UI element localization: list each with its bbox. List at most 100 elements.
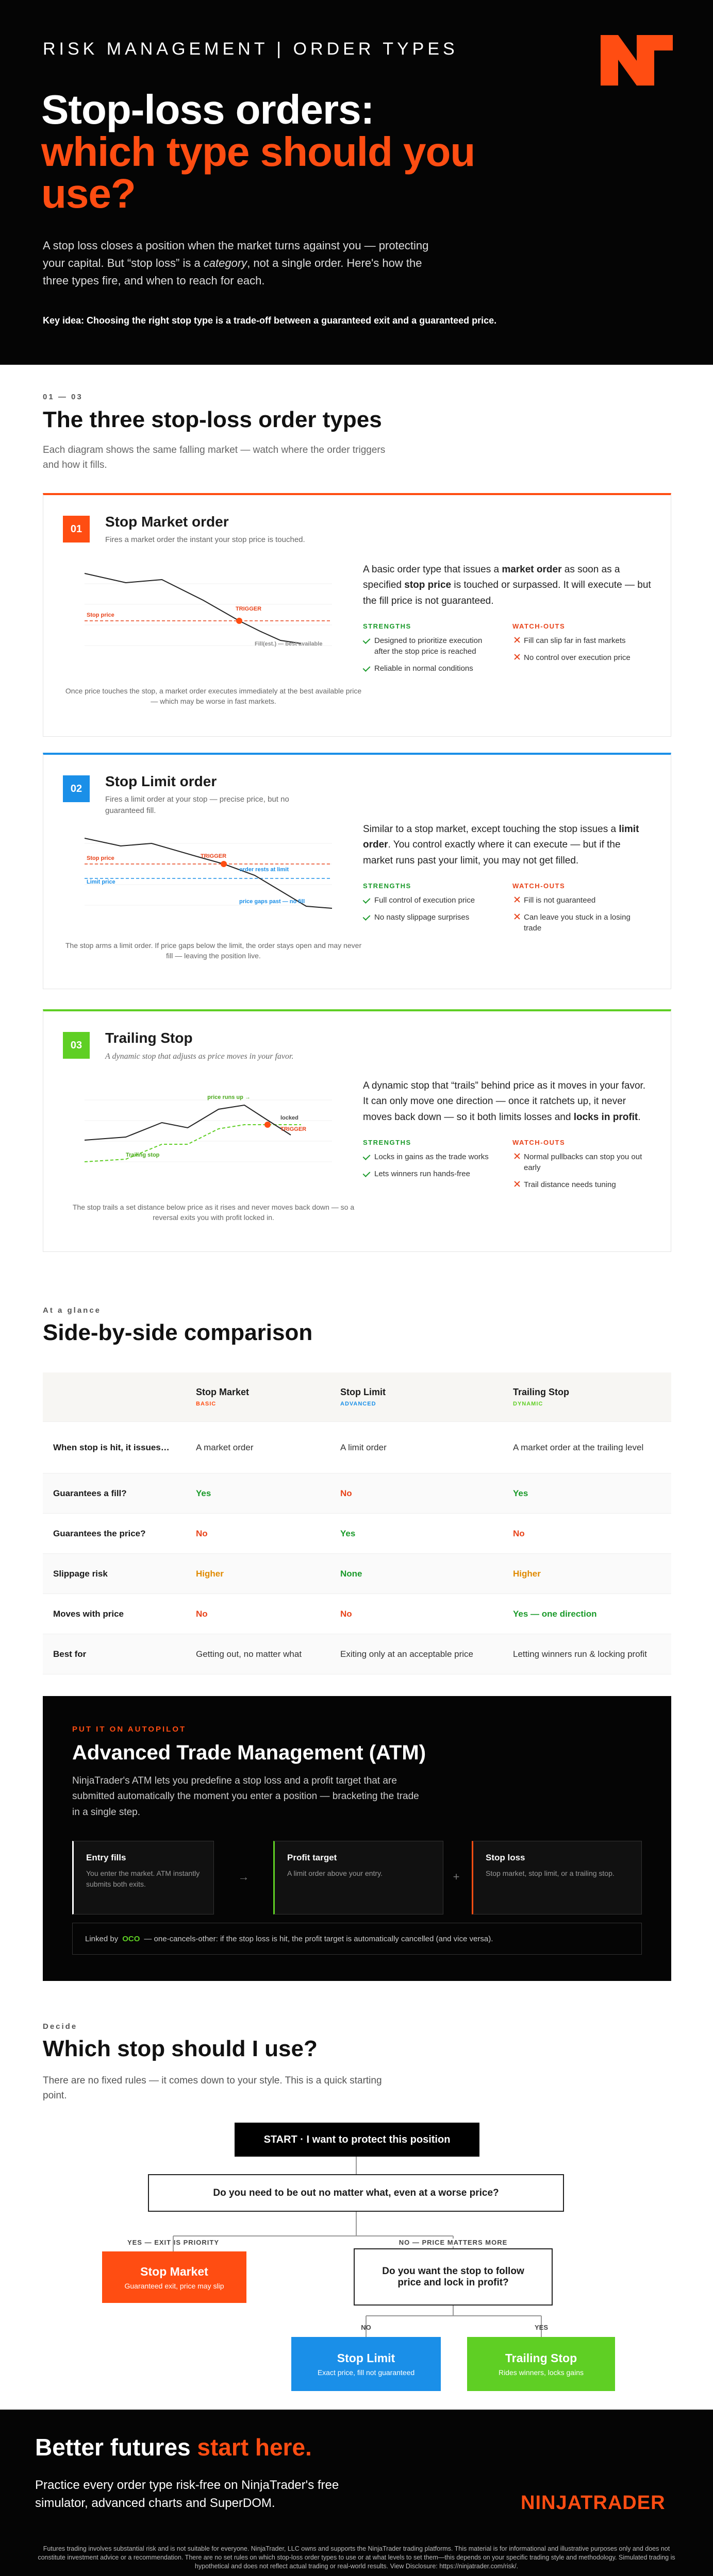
- card-caption: The stop arms a limit order. If price ga…: [65, 941, 362, 960]
- card-description: Similar to a stop market, except touchin…: [363, 822, 652, 869]
- table-row: Best for Getting out, no matter what Exiti…: [43, 1634, 671, 1674]
- chart-label: Fill(est.) — best available: [255, 641, 322, 647]
- strength-item: Full control of execution price: [363, 895, 497, 906]
- card-chart: Stop price Limit price TRIGGER order rests …: [85, 838, 333, 909]
- chart-label: order rests at limit: [239, 867, 289, 873]
- column-tag: BASIC: [196, 1401, 217, 1407]
- step-text: Stop market, stop limit, or a trailing s…: [486, 1869, 615, 1877]
- eyebrow: PUT IT ON AUTOPILOT: [72, 1725, 187, 1734]
- card-number: 03: [63, 1032, 90, 1059]
- strengths: STRENGTHS Locks in gains as the trade wor…: [363, 1139, 497, 1196]
- card-description: A basic order type that issues a market …: [363, 562, 652, 609]
- table-row: Guarantees a fill? Yes No Yes: [43, 1473, 671, 1514]
- footer-title-accent: start here.: [197, 2434, 312, 2461]
- strength-item: No nasty slippage surprises: [363, 912, 497, 923]
- description-segment: Similar to a stop market, except touchin…: [363, 824, 619, 835]
- trail-line: [85, 1124, 301, 1162]
- flow-start: START · I want to protect this position: [235, 2123, 479, 2157]
- card-chart: Stop price TRIGGER Fill(est.) — best avail…: [85, 573, 332, 647]
- logo-mark: [601, 35, 673, 86]
- table-cell: Exiting only at an acceptable price: [340, 1649, 473, 1659]
- title-line: Stop-loss orders:: [41, 87, 374, 132]
- strength-item: Locks in gains as the trade works: [363, 1151, 497, 1162]
- card-caption: Once price touches the stop, a market or…: [65, 687, 362, 706]
- table-cell: Getting out, no matter what: [196, 1649, 302, 1659]
- card-lists: STRENGTHS Designed to prioritize executio…: [363, 622, 652, 680]
- intro-segment: A stop loss closes a position when the m…: [43, 239, 429, 270]
- table-cell: Higher: [513, 1568, 541, 1579]
- title: Stop-loss orders: which type should you …: [41, 89, 505, 215]
- table-header: Stop Market BASIC Stop Limit ADVANCED Traili…: [43, 1372, 671, 1422]
- chart-label: price gaps past — no fill: [239, 899, 305, 905]
- key-idea: Key idea: Choosing the right stop type i…: [43, 315, 497, 326]
- column-name: Trailing Stop: [513, 1387, 570, 1397]
- description-segment: as soon as a specified: [363, 564, 620, 591]
- section-title: Side-by-side comparison: [43, 1320, 313, 1345]
- card-caption: The stop trails a set distance below pri…: [72, 1203, 355, 1222]
- table-cell: No: [340, 1488, 352, 1498]
- table-cell: Yes: [196, 1488, 211, 1498]
- section-text: There are no fixed rules — it comes down…: [43, 2075, 382, 2101]
- description-segment: A dynamic stop that “trails” behind pric…: [363, 1080, 646, 1123]
- chart-label: locked: [280, 1115, 299, 1121]
- title-accent: which type should you use?: [41, 128, 475, 217]
- card-lists: STRENGTHS Locks in gains as the trade wor…: [363, 1139, 652, 1196]
- chart-label: price runs up →: [207, 1094, 251, 1100]
- column-tag: ADVANCED: [340, 1401, 376, 1407]
- footer-text: Practice every order type risk-free on N…: [35, 2478, 339, 2510]
- column-name: Stop Market: [196, 1387, 250, 1397]
- flow-question: Do you need to be out no matter what, ev…: [148, 2174, 564, 2212]
- watchout-item: No control over execution price: [512, 652, 646, 663]
- row-label: Guarantees the price?: [53, 1528, 146, 1538]
- note-key: OCO: [122, 1934, 140, 1943]
- disclaimer: Futures trading involves substantial ris…: [38, 2545, 675, 2570]
- step-title: Entry fills: [86, 1853, 126, 1862]
- description-segment: A basic order type that issues a: [363, 564, 502, 575]
- description-segment: limit order: [363, 824, 639, 851]
- atm-step: Stop loss Stop market, stop limit, or a t…: [472, 1841, 642, 1914]
- card-number: 02: [63, 775, 90, 802]
- flow-label: NO: [361, 2324, 371, 2331]
- order-card: 02 Stop Limit order Fires a limit order at…: [43, 753, 671, 989]
- card-lists: STRENGTHS Full control of execution price…: [363, 882, 652, 940]
- atm-step: Entry fills You enter the market. ATM ins…: [72, 1841, 214, 1914]
- header: RISK MANAGEMENT | ORDER TYPES Stop-loss …: [0, 0, 713, 365]
- note-prefix: Linked by: [85, 1934, 119, 1943]
- watchout-item: Trail distance needs tuning: [512, 1179, 646, 1190]
- card-title: Stop Limit order: [105, 773, 217, 789]
- flow-label: YES: [534, 2324, 548, 2331]
- table-cell: No: [196, 1608, 208, 1619]
- list-heading: STRENGTHS: [363, 882, 411, 890]
- description-segment: locks in profit: [573, 1111, 638, 1123]
- chart-label: Trailing stop: [126, 1152, 160, 1158]
- eyebrow: RISK MANAGEMENT | ORDER TYPES: [43, 39, 458, 59]
- flow-connectors: [173, 2157, 542, 2337]
- table-row: When stop is hit, it issues… A market ord…: [43, 1422, 671, 1473]
- header-cell: Trailing Stop DYNAMIC: [503, 1387, 671, 1407]
- note-text: — one-cancels-other: if the stop loss is…: [144, 1934, 493, 1943]
- section-title: The three stop-loss order types: [43, 407, 382, 432]
- intro-segment: category: [203, 257, 247, 270]
- price-line: [85, 838, 333, 909]
- strengths: STRENGTHS Designed to prioritize executio…: [363, 622, 497, 680]
- row-label: When stop is hit, it issues…: [53, 1442, 170, 1452]
- counter: 01 — 03: [43, 393, 83, 401]
- watchouts: WATCH-OUTS Fill can slip far in fast mark…: [512, 622, 646, 680]
- result-text: Exact price, fill not guaranteed: [317, 2368, 415, 2377]
- flow-result: Stop Limit Exact price, fill not guarant…: [291, 2337, 441, 2391]
- order-card: 01 Stop Market order Fires a market order …: [43, 493, 671, 737]
- trigger-dot: [221, 861, 227, 867]
- comparison-table: Stop Market BASIC Stop Limit ADVANCED Traili…: [43, 1372, 671, 1674]
- trigger-dot: [236, 618, 242, 624]
- card-details: A basic order type that issues a market …: [363, 562, 652, 680]
- chart-label: Stop price: [87, 855, 114, 861]
- row-label: Moves with price: [53, 1608, 124, 1619]
- list-heading: STRENGTHS: [363, 1139, 411, 1147]
- section-title: Which stop should I use?: [43, 2036, 318, 2061]
- column-tag: DYNAMIC: [513, 1401, 543, 1407]
- card-number: 01: [63, 516, 90, 543]
- step-text: You enter the market. ATM instantly subm…: [86, 1869, 200, 1888]
- card-subtitle: Fires a market order the instant your st…: [105, 535, 305, 544]
- trigger-dot: [264, 1122, 271, 1128]
- price-line: [85, 1104, 291, 1141]
